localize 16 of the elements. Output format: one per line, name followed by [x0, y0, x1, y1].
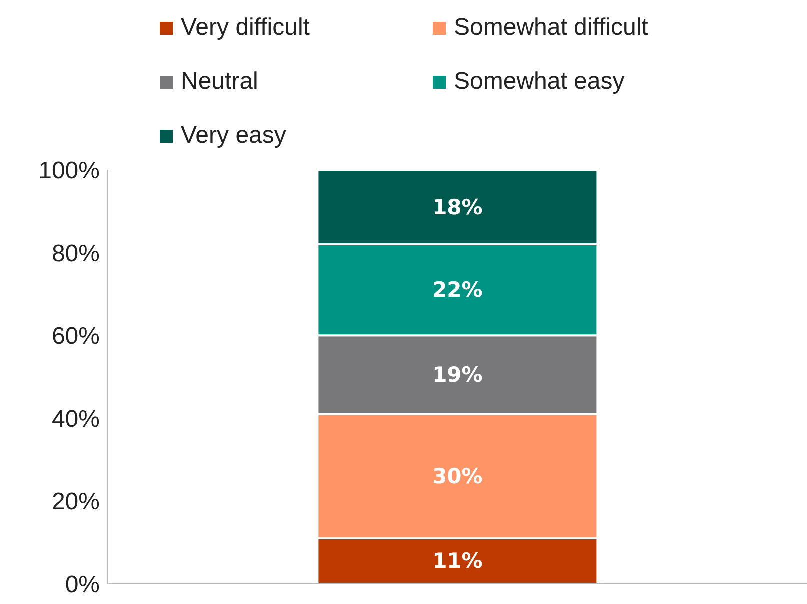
- data-label: 22%: [432, 278, 483, 302]
- y-tick-label: 40%: [52, 406, 100, 433]
- data-label: 18%: [432, 195, 483, 220]
- legend-label: Very difficult: [181, 14, 310, 42]
- legend-label: Neutral: [181, 68, 258, 96]
- y-tick-label: 80%: [52, 240, 100, 268]
- legend-label: Somewhat easy: [454, 68, 625, 96]
- data-label: 30%: [432, 464, 483, 488]
- y-tick-label: 60%: [52, 323, 100, 350]
- data-label: 19%: [432, 362, 483, 387]
- data-label: 11%: [432, 549, 483, 574]
- y-tick-label: 20%: [52, 488, 100, 516]
- y-tick-label: 0%: [65, 572, 100, 599]
- legend-label: Somewhat difficult: [454, 14, 648, 42]
- legend-label: Very easy: [181, 122, 286, 150]
- y-tick-label: 100%: [38, 158, 100, 185]
